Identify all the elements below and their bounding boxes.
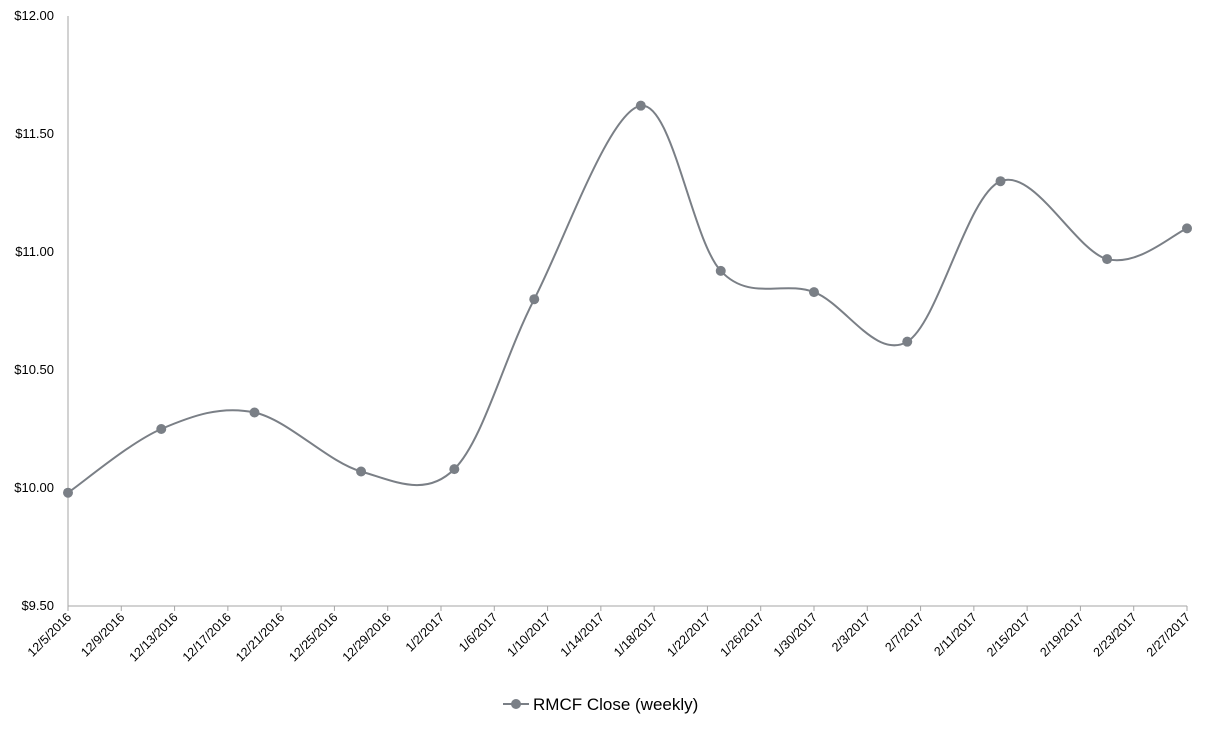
y-tick-label: $10.50 xyxy=(14,362,54,377)
x-tick-label: 12/13/2016 xyxy=(127,610,181,664)
x-tick-label: 12/25/2016 xyxy=(286,610,340,664)
legend: RMCF Close (weekly) xyxy=(503,695,698,714)
legend-marker xyxy=(511,699,521,709)
y-tick-label: $11.00 xyxy=(15,244,54,259)
x-tick-label: 1/26/2017 xyxy=(718,610,767,659)
x-tick-label: 12/29/2016 xyxy=(340,610,394,664)
x-tick-label: 1/2/2017 xyxy=(403,610,447,654)
x-tick-label: 1/6/2017 xyxy=(456,610,500,654)
x-tick-label: 1/10/2017 xyxy=(504,610,553,659)
x-axis: 12/5/2016 12/9/2016 12/13/2016 12/17/2016 12… xyxy=(25,605,1193,664)
series-layer xyxy=(63,100,1192,498)
y-tick-label: $9.50 xyxy=(21,598,54,613)
x-tick-label: 12/5/2016 xyxy=(25,610,74,659)
x-tick-label: 1/22/2017 xyxy=(664,610,713,659)
y-axis: $9.50 $10.00 $10.50 $11.00 $11.50 $12.00 xyxy=(14,8,69,613)
data-point-marker xyxy=(809,287,819,298)
y-tick-label: $11.50 xyxy=(15,126,54,141)
data-point-marker xyxy=(902,336,913,347)
x-tick-label: 2/11/2017 xyxy=(931,610,980,659)
x-tick-label: 12/9/2016 xyxy=(78,610,127,659)
y-tick-label: $10.00 xyxy=(14,480,54,495)
data-point-marker xyxy=(1102,254,1113,265)
x-tick-label: 2/23/2017 xyxy=(1091,610,1140,659)
data-point-marker xyxy=(635,100,646,111)
x-tick-label: 1/14/2017 xyxy=(558,610,607,659)
data-point-marker xyxy=(356,466,367,477)
series-line xyxy=(67,104,1188,494)
x-tick-label: 12/21/2016 xyxy=(233,610,287,664)
y-tick-label: $12.00 xyxy=(14,8,54,23)
x-tick-label: 1/18/2017 xyxy=(611,610,660,659)
x-tick-label: 1/30/2017 xyxy=(771,610,820,659)
data-point-marker xyxy=(529,294,540,305)
data-point-marker xyxy=(995,176,1006,187)
x-tick-label: 2/15/2017 xyxy=(984,610,1033,659)
data-point-marker xyxy=(249,407,260,418)
data-point-marker xyxy=(156,424,167,434)
x-tick-label: 2/19/2017 xyxy=(1037,610,1086,659)
legend-label: RMCF Close (weekly) xyxy=(533,695,698,714)
x-tick-label: 2/3/2017 xyxy=(829,610,873,654)
data-point-marker xyxy=(1182,223,1192,234)
x-tick-label: 12/17/2016 xyxy=(180,610,234,664)
data-point-marker xyxy=(449,464,460,475)
data-point-marker xyxy=(715,265,726,276)
x-tick-label: 2/7/2017 xyxy=(882,610,926,654)
data-point-marker xyxy=(63,487,73,498)
x-tick-label: 2/27/2017 xyxy=(1144,610,1193,659)
